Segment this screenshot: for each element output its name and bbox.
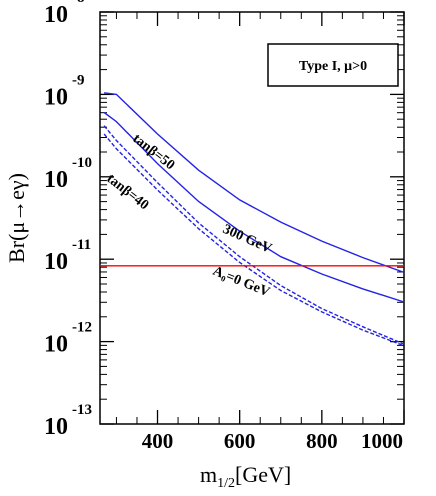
plot-frame — [99, 11, 405, 425]
y-tick-label-base: 10 — [44, 167, 68, 193]
x-axis-title-unit: [GeV] — [235, 462, 291, 487]
y-tick-label-base: 10 — [44, 332, 68, 358]
y-tick-label-exponent: -9 — [72, 72, 85, 88]
y-tick-label-exponent: -10 — [72, 155, 92, 171]
x-axis-title-main: m — [200, 462, 217, 487]
legend-box-text: Type I, μ>0 — [299, 59, 367, 74]
x-tick-label: 800 — [306, 429, 338, 453]
y-tick-label-base: 10 — [44, 2, 68, 28]
x-tick-labels: 400 600 800 1000 — [142, 429, 403, 453]
series-line-3 — [103, 133, 405, 347]
x-axis-title: m1/2[GeV] — [200, 462, 291, 491]
minor-ticks — [100, 12, 404, 424]
series-layer — [100, 92, 405, 347]
x-tick-label: 400 — [142, 429, 174, 453]
y-tick-label-base: 10 — [44, 414, 68, 440]
major-ticks — [100, 11, 405, 425]
legend-box — [267, 43, 399, 87]
series-line-0 — [104, 92, 405, 274]
y-tick-label-exponent: -8 — [72, 0, 85, 6]
y-axis-title: Br(μ→eγ) — [4, 173, 29, 263]
y-tick-label-exponent: -11 — [72, 237, 91, 253]
series-line-2 — [103, 125, 405, 345]
y-tick-label-exponent: -13 — [72, 402, 92, 418]
y-tick-label-exponent: -12 — [72, 320, 92, 336]
y-tick-label-base: 10 — [44, 84, 68, 110]
x-tick-label: 1000 — [361, 429, 403, 453]
x-tick-label: 600 — [224, 429, 256, 453]
x-axis-title-sub: 1/2 — [217, 476, 235, 491]
series-line-1 — [103, 111, 405, 303]
y-tick-label-base: 10 — [44, 249, 68, 275]
